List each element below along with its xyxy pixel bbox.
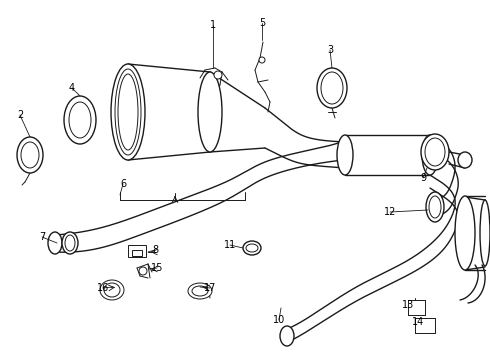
- Ellipse shape: [48, 232, 62, 254]
- Ellipse shape: [192, 286, 208, 296]
- Ellipse shape: [429, 196, 441, 218]
- Ellipse shape: [458, 152, 472, 168]
- Text: 10: 10: [273, 315, 285, 325]
- Bar: [132, 250, 142, 256]
- Text: 9: 9: [420, 173, 426, 183]
- Text: 6: 6: [120, 179, 126, 189]
- Ellipse shape: [69, 102, 91, 138]
- Ellipse shape: [118, 74, 138, 150]
- Ellipse shape: [111, 64, 145, 160]
- Ellipse shape: [198, 72, 222, 152]
- Text: 15: 15: [151, 263, 163, 273]
- Text: 7: 7: [39, 232, 45, 242]
- Ellipse shape: [188, 283, 212, 299]
- Ellipse shape: [21, 142, 39, 168]
- Text: 5: 5: [259, 18, 265, 28]
- Ellipse shape: [65, 235, 75, 251]
- Text: 16: 16: [97, 283, 109, 293]
- Ellipse shape: [425, 138, 445, 166]
- Ellipse shape: [455, 196, 475, 270]
- Ellipse shape: [243, 241, 261, 255]
- Ellipse shape: [480, 200, 490, 266]
- Text: 2: 2: [17, 110, 23, 120]
- Ellipse shape: [317, 68, 347, 108]
- Circle shape: [259, 57, 265, 63]
- Text: 3: 3: [327, 45, 333, 55]
- Bar: [128, 245, 146, 257]
- Ellipse shape: [17, 137, 43, 173]
- Ellipse shape: [64, 96, 96, 144]
- Circle shape: [214, 71, 222, 79]
- Text: 12: 12: [384, 207, 396, 217]
- Ellipse shape: [426, 192, 444, 222]
- Ellipse shape: [104, 283, 120, 297]
- Ellipse shape: [62, 232, 78, 254]
- Text: 4: 4: [69, 83, 75, 93]
- Text: 14: 14: [412, 317, 424, 327]
- Circle shape: [139, 267, 147, 275]
- Ellipse shape: [280, 326, 294, 346]
- Ellipse shape: [421, 134, 449, 170]
- Text: 1: 1: [210, 20, 216, 30]
- Ellipse shape: [100, 280, 124, 300]
- Text: 8: 8: [152, 245, 158, 255]
- Text: 11: 11: [224, 240, 236, 250]
- Ellipse shape: [337, 135, 353, 175]
- Ellipse shape: [321, 72, 343, 104]
- Ellipse shape: [246, 244, 258, 252]
- Text: 17: 17: [204, 283, 216, 293]
- Text: 13: 13: [402, 300, 414, 310]
- Ellipse shape: [115, 69, 141, 155]
- Ellipse shape: [422, 135, 438, 175]
